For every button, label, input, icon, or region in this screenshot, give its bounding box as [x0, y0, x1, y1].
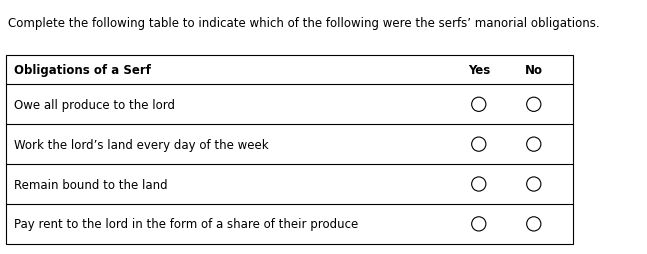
Text: Work the lord’s land every day of the week: Work the lord’s land every day of the we…	[14, 138, 269, 151]
Text: Complete the following table to indicate which of the following were the serfs’ : Complete the following table to indicate…	[8, 17, 599, 29]
Text: Pay rent to the lord in the form of a share of their produce: Pay rent to the lord in the form of a sh…	[14, 217, 358, 230]
Text: Yes: Yes	[468, 64, 490, 77]
Text: No: No	[525, 64, 543, 77]
Text: Remain bound to the land: Remain bound to the land	[14, 178, 168, 191]
Text: Obligations of a Serf: Obligations of a Serf	[14, 64, 151, 77]
Bar	[6, 56, 573, 244]
Text: Owe all produce to the lord: Owe all produce to the lord	[14, 98, 175, 111]
